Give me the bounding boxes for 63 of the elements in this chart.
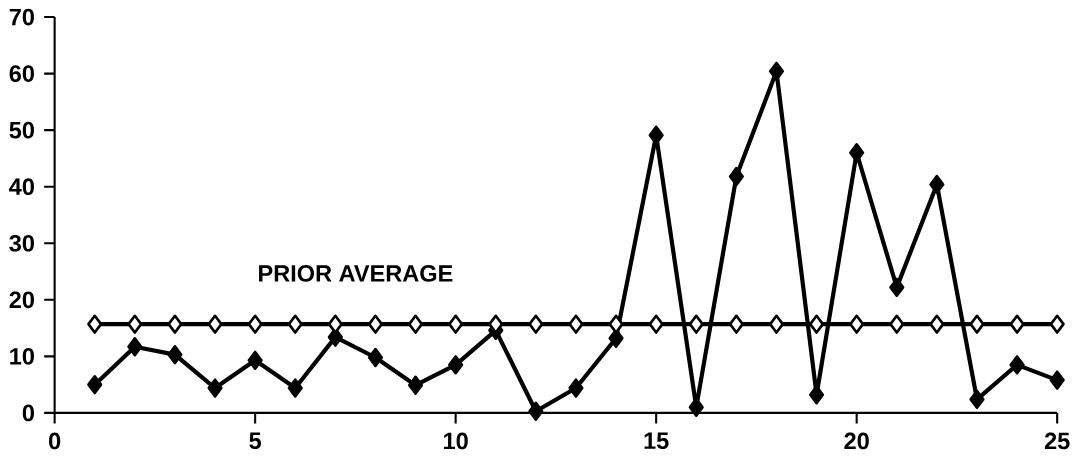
point — [247, 314, 263, 334]
point — [207, 378, 223, 398]
x-tick-label: 15 — [644, 432, 669, 450]
point — [688, 314, 704, 334]
point — [849, 143, 865, 163]
point — [1009, 314, 1025, 334]
point — [1049, 370, 1065, 390]
x-tick-label: 25 — [1044, 432, 1070, 450]
point — [889, 314, 905, 334]
y-tick-label: 0 — [22, 404, 34, 422]
point — [367, 347, 384, 368]
point — [688, 397, 704, 417]
x-tick-label: 5 — [249, 432, 262, 450]
annotation: PRIOR AVERAGE — [259, 265, 453, 282]
point — [407, 314, 424, 334]
y-tick-label: 10 — [10, 348, 34, 365]
y-tick-label: 20 — [9, 291, 34, 309]
point — [969, 314, 985, 334]
point — [808, 385, 825, 405]
x-tick-label: 0 — [49, 432, 61, 450]
point — [167, 314, 183, 334]
point — [528, 314, 544, 334]
point — [568, 314, 584, 334]
point — [608, 328, 624, 348]
point — [929, 174, 945, 195]
y-tick-label: 50 — [9, 121, 34, 139]
point — [728, 314, 744, 334]
point — [1009, 355, 1025, 375]
point — [207, 314, 223, 334]
point — [648, 125, 664, 145]
point — [1049, 314, 1065, 334]
point — [167, 344, 183, 365]
point — [127, 314, 143, 334]
point — [768, 61, 785, 82]
point — [728, 166, 744, 187]
point — [528, 401, 544, 421]
point — [327, 314, 343, 334]
point — [407, 375, 424, 395]
point — [929, 314, 945, 334]
point — [247, 350, 263, 371]
point — [87, 314, 103, 334]
point — [127, 337, 143, 357]
y-tick-label: 30 — [9, 234, 34, 252]
point — [768, 314, 785, 334]
point — [448, 355, 464, 375]
point — [367, 314, 384, 334]
point — [889, 277, 905, 298]
y-tick-label: 60 — [9, 65, 34, 82]
point — [648, 314, 664, 334]
point — [808, 314, 825, 334]
y-tick-label: 40 — [9, 178, 34, 196]
point — [287, 378, 303, 398]
point — [448, 314, 464, 334]
x-tick-label: 20 — [844, 432, 869, 450]
point — [488, 314, 504, 334]
point — [287, 314, 303, 334]
point — [849, 314, 865, 334]
point — [608, 314, 624, 334]
y-tick-label: 70 — [9, 8, 34, 26]
x-tick-label: 10 — [444, 432, 468, 450]
point — [87, 374, 103, 395]
point — [568, 378, 584, 398]
point — [969, 389, 985, 410]
